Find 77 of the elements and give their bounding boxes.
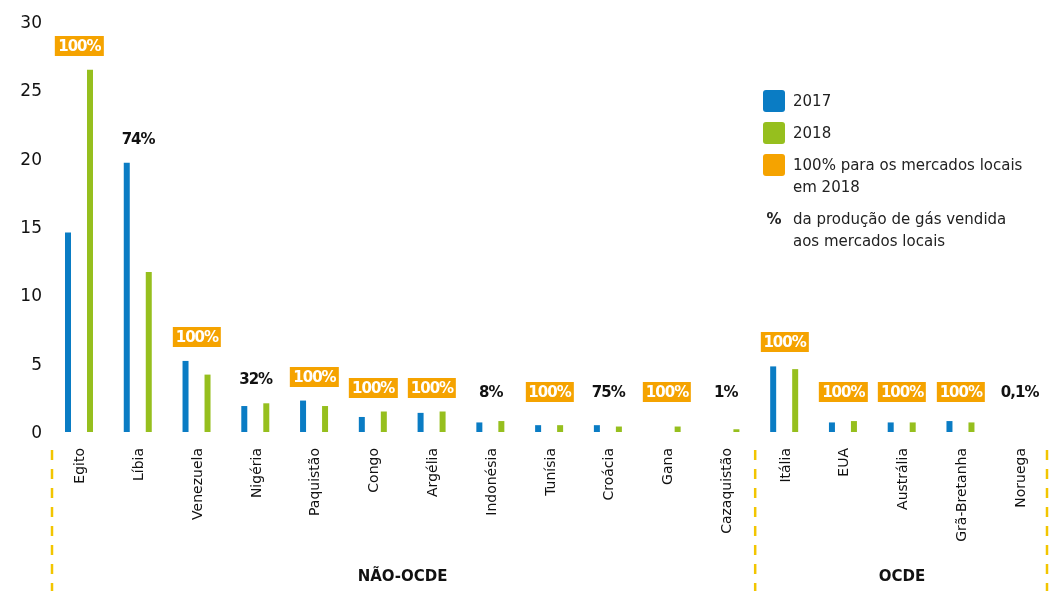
- x-tick-label: Congo: [365, 448, 382, 493]
- bar: [828, 422, 835, 432]
- annotation: 100%: [877, 382, 927, 402]
- y-tick-label: 0: [31, 422, 42, 443]
- bar: [615, 426, 622, 432]
- annotation: 100%: [55, 35, 104, 56]
- bar: [674, 426, 681, 432]
- y-tick-label: 10: [20, 285, 42, 306]
- bar: [476, 422, 483, 432]
- bar: [733, 429, 740, 432]
- bar: [417, 412, 424, 432]
- bar: [182, 360, 189, 432]
- bar: [850, 421, 857, 432]
- x-tick-label: Egito: [71, 448, 88, 484]
- x-tick-label: Cazaquistão: [717, 448, 734, 534]
- bar: [887, 422, 894, 432]
- y-tick-label: 25: [20, 80, 42, 101]
- bar: [792, 369, 799, 432]
- x-tick-label: Itália: [776, 448, 793, 483]
- annotation: 100%: [936, 382, 986, 402]
- y-tick-label: 15: [20, 217, 42, 238]
- text: NÃO-OCDE: [357, 567, 448, 585]
- bar: [87, 69, 93, 432]
- x-tick-label: Croácia: [600, 448, 617, 501]
- annotation: 100%: [407, 377, 457, 398]
- bar: [123, 162, 130, 432]
- bar: [498, 421, 505, 432]
- bar: [145, 272, 152, 432]
- annotation: 100%: [642, 382, 692, 402]
- annotation: 74%: [121, 129, 155, 148]
- bar: [358, 416, 365, 432]
- bar: [300, 400, 307, 432]
- annotation: 100%: [760, 332, 809, 353]
- x-tick-label: Argélia: [423, 448, 440, 497]
- bar: [204, 374, 211, 432]
- annotation: 32%: [239, 370, 273, 389]
- bar: [593, 425, 600, 432]
- x-tick-label: Austrália: [894, 448, 911, 510]
- y-tick-label: 5: [31, 353, 42, 374]
- bar: [968, 422, 975, 432]
- annotation: 100%: [525, 382, 574, 402]
- legend-label: 2018: [793, 123, 832, 144]
- x-tick-label: Líbia: [130, 448, 147, 482]
- annotation: 100%: [172, 326, 222, 347]
- bar: [909, 422, 916, 432]
- bar: [535, 425, 542, 432]
- x-tick-label: Noruega: [1011, 448, 1028, 508]
- bar: [770, 366, 777, 432]
- bar: [263, 403, 270, 432]
- annotation: 100% para os mercados locais em 2018: [793, 155, 1024, 198]
- bar: [65, 232, 71, 432]
- x-tick-label: Tunísia: [541, 448, 558, 497]
- bar: [322, 406, 329, 432]
- bar: [241, 406, 248, 432]
- annotation: % da produção de gás vendida aos mercados locais: [765, 209, 1008, 252]
- bar: [380, 411, 387, 432]
- annotation: 8%: [479, 383, 503, 401]
- x-tick-label: Grã-Bretanha: [952, 448, 969, 542]
- bar: [439, 411, 446, 432]
- x-tick-label: EUA: [835, 447, 852, 477]
- text: OCDE: [878, 567, 926, 585]
- annotation: 75%: [591, 383, 625, 401]
- annotation: 100%: [349, 377, 398, 398]
- annotation: 100%: [819, 382, 868, 402]
- x-tick-label: Gana: [659, 448, 676, 485]
- bar: [557, 425, 564, 432]
- annotation: 0,1%: [1000, 383, 1039, 401]
- y-tick-label: 20: [20, 148, 42, 169]
- annotation: 100%: [290, 366, 339, 387]
- x-tick-label: Indonésia: [482, 448, 499, 516]
- annotation: 1%: [714, 383, 738, 401]
- legend-label: 2017: [793, 91, 832, 112]
- bar: [946, 421, 953, 432]
- x-tick-label: Venezuela: [188, 448, 205, 520]
- x-tick-label: Nigéria: [247, 448, 264, 499]
- x-tick-label: Paquistão: [306, 448, 323, 516]
- y-tick-label: 30: [20, 12, 42, 33]
